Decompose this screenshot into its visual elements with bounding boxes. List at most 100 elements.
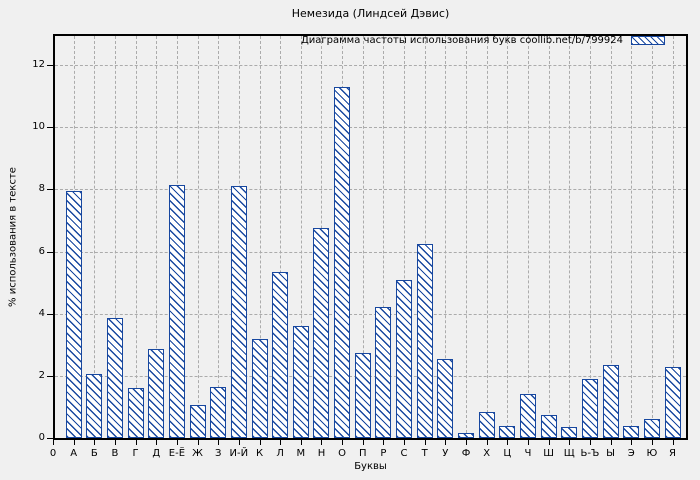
y-tick-label-6: 6 bbox=[38, 245, 45, 257]
y-tick-label-2: 2 bbox=[38, 369, 45, 381]
x-tick-label-С: С bbox=[400, 448, 408, 459]
bar-Х bbox=[478, 411, 495, 438]
x-tick-label-Ы: Ы bbox=[606, 448, 615, 459]
x-tick-Р bbox=[383, 440, 385, 445]
x-tick-label-О: О bbox=[338, 448, 347, 459]
x-tick-label-Ж: Ж bbox=[192, 448, 203, 459]
x-tick-label-Е-Ё: Е-Ё bbox=[168, 448, 186, 459]
legend-label: Диаграмма частоты использования букв coo… bbox=[300, 35, 623, 46]
x-tick-label-А: А bbox=[70, 448, 78, 459]
v-gridline-М bbox=[300, 36, 302, 438]
x-tick-Д bbox=[156, 440, 158, 445]
x-tick-label-Ч: Ч bbox=[524, 448, 532, 459]
x-tick-label-У: У bbox=[442, 448, 449, 459]
x-tick-label-Х: Х bbox=[483, 448, 491, 459]
x-tick-label-origin: 0 bbox=[49, 448, 57, 459]
x-tick-label-З: З bbox=[214, 448, 222, 459]
x-tick-origin bbox=[53, 440, 54, 445]
x-tick-Б bbox=[94, 440, 96, 445]
y-tick-0 bbox=[47, 438, 53, 439]
plot-frame bbox=[53, 34, 688, 440]
x-tick-Е-Ё bbox=[176, 440, 178, 445]
x-tick-label-Ш: Ш bbox=[543, 448, 554, 459]
x-tick-З bbox=[218, 440, 220, 445]
x-tick-label-Ь-Ъ: Ь-Ъ bbox=[580, 448, 600, 459]
y-tick-label-8: 8 bbox=[38, 183, 45, 195]
v-gridline-Щ bbox=[569, 36, 571, 438]
x-tick-label-Щ: Щ bbox=[563, 448, 575, 459]
bar-В bbox=[106, 318, 123, 438]
v-gridline-Э bbox=[631, 36, 633, 438]
legend-swatch bbox=[631, 36, 665, 45]
x-tick-А bbox=[73, 440, 75, 445]
x-tick-Я bbox=[672, 440, 674, 445]
legend: Диаграмма частоты использования букв coo… bbox=[301, 35, 665, 46]
x-tick-label-М: М bbox=[296, 448, 306, 459]
x-tick-Ж bbox=[197, 440, 199, 445]
h-gridline-6 bbox=[55, 251, 686, 253]
bar-М bbox=[292, 326, 309, 438]
v-gridline-Ц bbox=[507, 36, 509, 438]
h-gridline-10 bbox=[55, 127, 686, 129]
x-tick-Н bbox=[321, 440, 323, 445]
bar-И-Й bbox=[230, 186, 247, 438]
x-tick-Э bbox=[631, 440, 633, 445]
x-tick-label-К: К bbox=[255, 448, 264, 459]
bar-О bbox=[334, 86, 351, 438]
v-gridline-С bbox=[404, 36, 406, 438]
x-tick-П bbox=[362, 440, 364, 445]
x-tick-label-Т: Т bbox=[421, 448, 428, 459]
v-gridline-К bbox=[259, 36, 261, 438]
v-gridline-Б bbox=[94, 36, 96, 438]
x-tick-label-В: В bbox=[111, 448, 119, 459]
bar-Ю bbox=[643, 419, 660, 438]
h-gridline-4 bbox=[55, 313, 686, 315]
bar-Ж bbox=[189, 405, 206, 438]
v-gridline-Ш bbox=[548, 36, 550, 438]
y-tick-label-0: 0 bbox=[38, 432, 45, 443]
bar-Ф bbox=[458, 433, 474, 438]
x-tick-Г bbox=[135, 440, 137, 445]
v-gridline-Ф bbox=[466, 36, 467, 438]
x-tick-Л bbox=[280, 440, 282, 445]
bar-П bbox=[354, 352, 371, 438]
bar-Щ bbox=[561, 427, 578, 438]
bar-Ц bbox=[499, 425, 516, 438]
x-tick-label-Л: Л bbox=[276, 448, 284, 459]
v-gridline-В bbox=[114, 36, 116, 438]
x-tick-label-Э: Э bbox=[627, 448, 635, 459]
x-tick-label-И-Й: И-Й bbox=[229, 448, 249, 459]
v-gridline-П bbox=[362, 36, 364, 438]
x-tick-Х bbox=[486, 440, 488, 445]
bar-Р bbox=[375, 307, 392, 438]
x-tick-label-Б: Б bbox=[90, 448, 98, 459]
v-gridline-Г bbox=[135, 36, 137, 438]
x-tick-label-Н: Н bbox=[317, 448, 326, 459]
x-tick-С bbox=[404, 440, 406, 445]
v-gridline-Я bbox=[672, 36, 674, 438]
x-tick-М bbox=[300, 440, 302, 445]
x-tick-У bbox=[445, 440, 447, 445]
y-tick-label-12: 12 bbox=[32, 59, 45, 71]
bar-Б bbox=[86, 374, 103, 438]
v-gridline-Р bbox=[383, 36, 385, 438]
v-gridline-У bbox=[445, 36, 447, 438]
y-tick-label-4: 4 bbox=[38, 307, 45, 319]
h-gridline-8 bbox=[55, 189, 686, 191]
bar-З bbox=[210, 386, 227, 438]
x-tick-Щ bbox=[569, 440, 571, 445]
y-tick-6 bbox=[47, 251, 53, 253]
v-gridline-Х bbox=[486, 36, 488, 438]
v-gridline-Ч bbox=[527, 36, 529, 438]
x-tick-label-Ю: Ю bbox=[646, 448, 658, 459]
y-axis-label: % использования в тексте bbox=[7, 167, 19, 307]
v-gridline-Ж bbox=[197, 36, 199, 438]
h-gridline-12 bbox=[55, 65, 686, 67]
bar-А bbox=[65, 190, 82, 438]
y-tick-2 bbox=[47, 375, 53, 377]
y-tick-12 bbox=[47, 65, 53, 67]
x-tick-Ь-Ъ bbox=[589, 440, 591, 445]
bar-К bbox=[251, 338, 268, 438]
bar-Л bbox=[272, 271, 289, 438]
x-tick-О bbox=[342, 440, 344, 445]
